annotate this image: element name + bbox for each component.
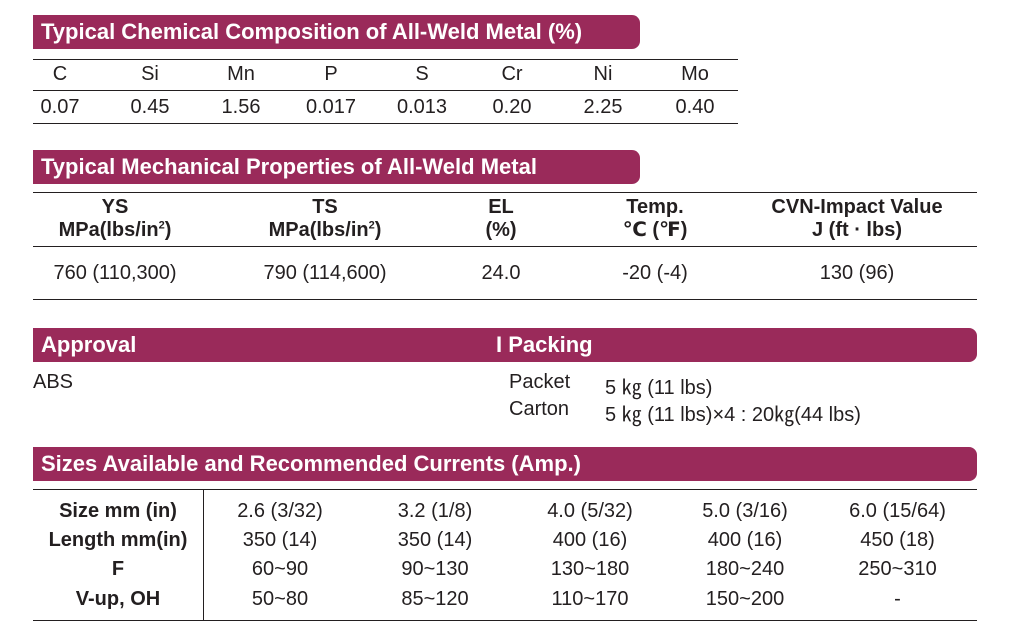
approval-text: ABS [33, 371, 74, 393]
chem-value-cr: 0.20 [492, 96, 532, 118]
sizes-cell: 90~130 [401, 558, 469, 580]
mech-value-temp: -20 (-4) [622, 262, 688, 284]
mech-header-ys: YS MPa(lbs/in2) [35, 196, 195, 242]
packing-title: I Packing [496, 332, 593, 357]
chem-value-s: 0.013 [396, 96, 448, 118]
chem-mid-rule [33, 90, 738, 91]
mech-header-cvn-line2: J (ft · lbs) [812, 219, 902, 241]
chem-value-mo: 0.40 [675, 96, 715, 118]
sizes-cell: 5.0 (3/16) [702, 500, 788, 522]
sizes-row-label-length: Length mm(in) [48, 529, 188, 551]
approval-title: Approval [41, 332, 137, 357]
approval-packing-banner: Approval I Packing [33, 328, 977, 362]
chem-value-ni: 2.25 [583, 96, 623, 118]
sizes-cell: 450 (18) [860, 529, 935, 551]
chem-value-mn: 1.56 [221, 96, 261, 118]
mech-title-banner: Typical Mechanical Properties of All-Wel… [33, 150, 640, 184]
mech-header-ts-end: ) [374, 219, 382, 241]
mech-header-el: EL (%) [451, 196, 551, 242]
packing-carton-value: 5 ㎏ (11 lbs)×4 : 20㎏(44 lbs) [605, 404, 861, 426]
chem-value-c: 0.07 [40, 96, 80, 118]
mech-header-ys-line2: MPa(lbs/in2) [35, 219, 195, 242]
sizes-cell: 4.0 (5/32) [547, 500, 633, 522]
sizes-cell: 350 (14) [397, 529, 473, 551]
chem-header-ni: Ni [593, 63, 613, 85]
mech-header-cvn-line1: CVN-Impact Value [771, 196, 943, 218]
chem-header-cr: Cr [501, 63, 523, 85]
mech-value-cvn: 130 (96) [819, 262, 895, 284]
sizes-cell: 50~80 [251, 588, 309, 610]
mech-header-ys-end: ) [164, 219, 172, 241]
sizes-cell: 400 (16) [552, 529, 628, 551]
mech-header-temp-line2: ℃ (℉) [622, 219, 688, 241]
chem-header-c: C [52, 63, 68, 85]
mech-header-ts-unit: MPa(lbs/in [268, 219, 369, 241]
sizes-title-banner: Sizes Available and Recommended Currents… [33, 447, 977, 481]
mech-value-ys: 760 (110,300) [53, 262, 177, 284]
sizes-cell: 350 (14) [242, 529, 318, 551]
sizes-top-rule [33, 489, 977, 490]
sizes-cell: 6.0 (15/64) [849, 500, 946, 522]
mech-value-ts: 790 (114,600) [263, 262, 387, 284]
sizes-cell: 3.2 (1/8) [397, 500, 473, 522]
sizes-cell: 60~90 [251, 558, 309, 580]
mech-title: Typical Mechanical Properties of All-Wel… [41, 154, 537, 179]
mech-mid-rule [33, 246, 977, 247]
chem-header-mo: Mo [681, 63, 709, 85]
chem-header-p: P [324, 63, 338, 85]
sizes-cell: - [894, 588, 901, 610]
mech-value-el: 24.0 [481, 262, 521, 284]
mech-header-ts-line2: MPa(lbs/in2) [245, 219, 405, 242]
mech-header-ys-line1: YS [101, 196, 129, 218]
chem-header-si: Si [141, 63, 159, 85]
packing-packet-label: Packet [509, 371, 571, 393]
mech-header-ts-sup: 2 [368, 219, 375, 232]
sizes-cell: 150~200 [705, 588, 785, 610]
sizes-title: Sizes Available and Recommended Currents… [41, 451, 581, 476]
sizes-cell: 250~310 [858, 558, 937, 580]
sizes-row-label-size: Size mm (in) [59, 500, 177, 522]
sizes-cell: 400 (16) [707, 529, 783, 551]
packing-carton-label: Carton [509, 398, 570, 420]
sizes-bottom-rule [33, 620, 977, 621]
packing-packet-value: 5 ㎏ (11 lbs) [605, 377, 713, 399]
sizes-row-label-f: F [111, 558, 125, 580]
sizes-divider [203, 489, 204, 620]
mech-header-temp: Temp. ℃ (℉) [595, 196, 715, 242]
mech-header-temp-line1: Temp. [626, 196, 684, 218]
chem-title-banner: Typical Chemical Composition of All-Weld… [33, 15, 640, 49]
chem-title: Typical Chemical Composition of All-Weld… [41, 19, 583, 44]
mech-header-cvn: CVN-Impact Value J (ft · lbs) [752, 196, 962, 242]
sizes-row-label-vup: V-up, OH [75, 588, 161, 610]
sizes-cell: 85~120 [401, 588, 469, 610]
sizes-cell: 180~240 [705, 558, 785, 580]
mech-header-ts-line1: TS [312, 196, 338, 218]
mech-header-el-line1: EL [488, 196, 514, 218]
mech-header-ys-unit: MPa(lbs/in [58, 219, 159, 241]
chem-top-rule [33, 59, 738, 60]
mech-header-ts: TS MPa(lbs/in2) [245, 196, 405, 242]
chem-value-p: 0.017 [305, 96, 357, 118]
chem-bottom-rule [33, 123, 738, 124]
chem-header-s: S [415, 63, 429, 85]
sizes-cell: 130~180 [550, 558, 630, 580]
sizes-cell: 2.6 (3/32) [237, 500, 323, 522]
chem-value-si: 0.45 [130, 96, 170, 118]
mech-header-ys-sup: 2 [158, 219, 165, 232]
chem-header-mn: Mn [227, 63, 255, 85]
mech-bottom-rule [33, 299, 977, 300]
mech-top-rule [33, 192, 977, 193]
sizes-cell: 110~170 [551, 588, 629, 610]
mech-header-el-line2: (%) [485, 219, 517, 241]
